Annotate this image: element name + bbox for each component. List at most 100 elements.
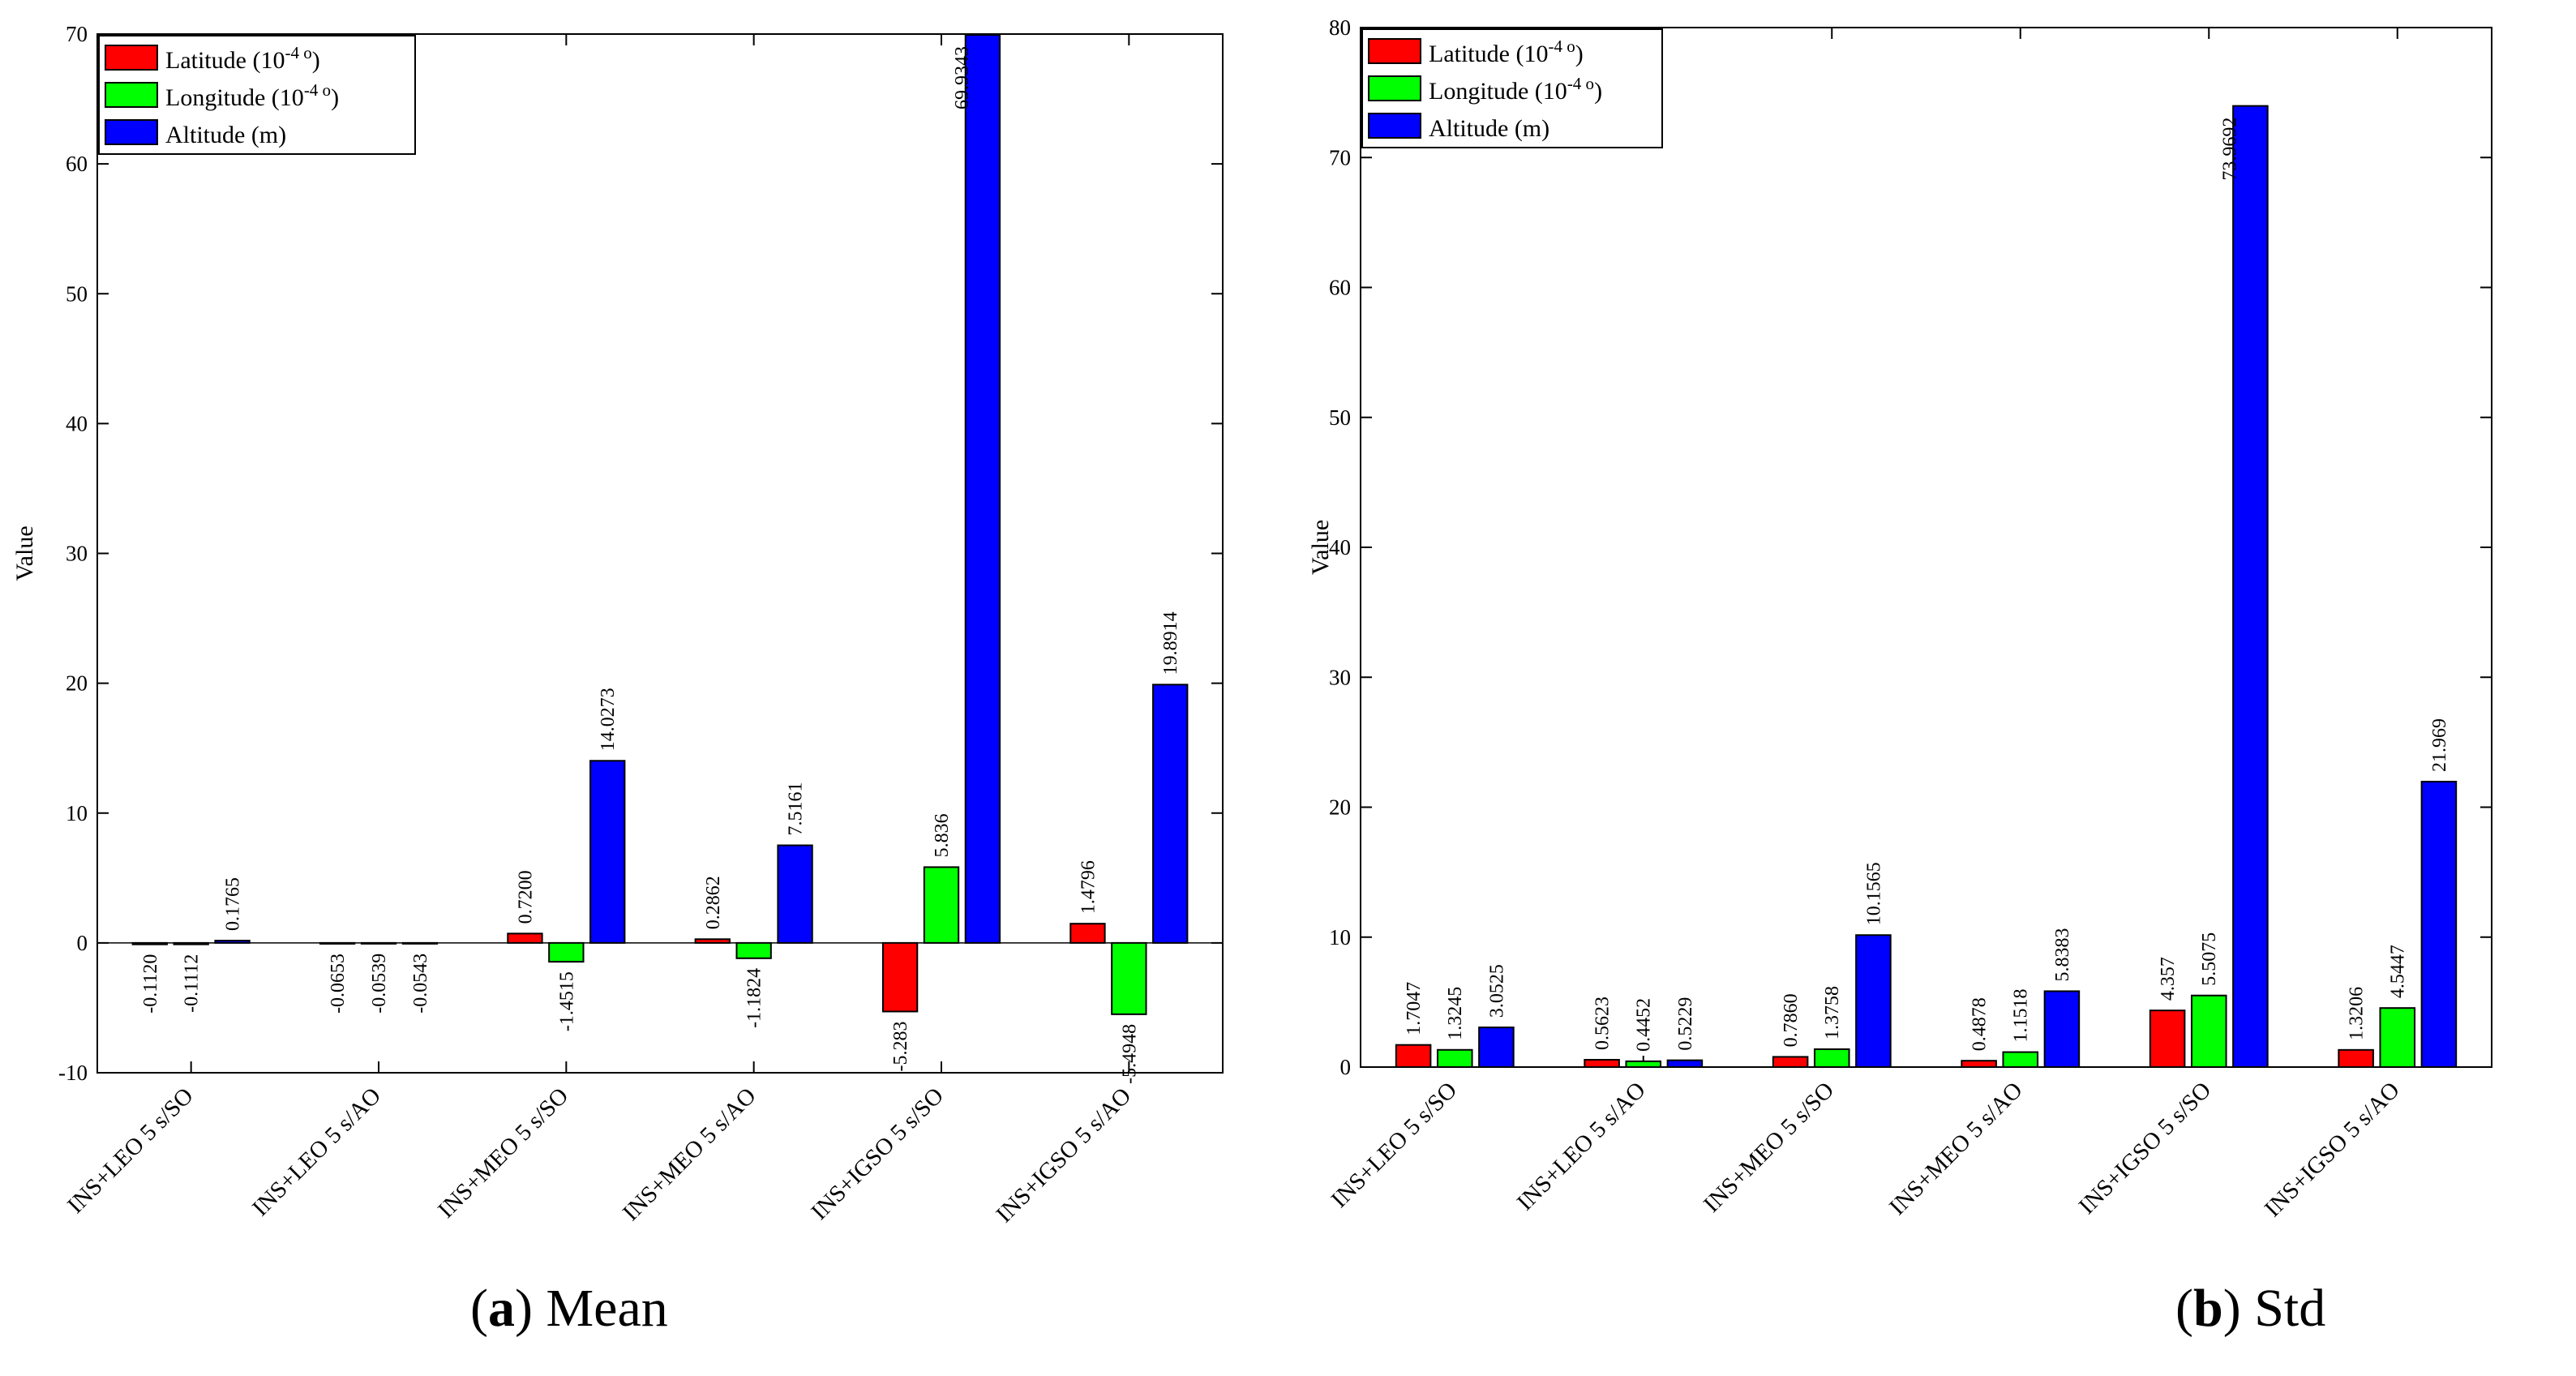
bar-longitude xyxy=(2190,994,2227,1068)
y-tick-label: 80 xyxy=(1329,15,1351,40)
bar-altitude xyxy=(777,844,813,944)
bar-longitude xyxy=(1625,1060,1662,1069)
bar-altitude xyxy=(589,760,626,944)
bar-latitude xyxy=(507,932,543,944)
value-label: 1.3758 xyxy=(1822,986,1843,1040)
value-label: -5.283 xyxy=(890,1021,911,1071)
bar-latitude xyxy=(1395,1044,1432,1068)
bar-latitude xyxy=(1961,1060,1997,1068)
x-category-label: INS+LEO 5 s/SO xyxy=(62,1082,198,1218)
bar-longitude xyxy=(1813,1048,1850,1068)
y-tick-label: 10 xyxy=(66,801,88,825)
legend-entry: Latitude (10-4 o) xyxy=(1429,36,1584,67)
y-tick-label: 60 xyxy=(66,152,88,176)
legend-entry-close: ) xyxy=(312,47,320,74)
bar-latitude xyxy=(1772,1056,1809,1068)
bar-altitude xyxy=(214,940,251,944)
caption-text: Mean xyxy=(546,1279,667,1338)
legend-entry-sup: -4 o xyxy=(1548,36,1575,56)
value-label: 5.836 xyxy=(932,813,953,857)
value-label: 5.8383 xyxy=(2052,928,2073,981)
value-label: -0.1120 xyxy=(140,954,161,1014)
y-tick-label: 40 xyxy=(66,411,88,435)
legend-entry-text: Latitude (10 xyxy=(1429,41,1548,67)
legend-entry-sup: -4 o xyxy=(285,43,311,62)
x-category-label: INS+IGSO 5 s/SO xyxy=(806,1082,948,1224)
legend-entry-text: Latitude (10 xyxy=(165,47,285,74)
legend-entry-text: Altitude (m) xyxy=(165,122,286,148)
y-tick-label: 20 xyxy=(66,671,88,696)
bar-latitude xyxy=(2338,1048,2374,1069)
legend-entry: Longitude (10-4 o) xyxy=(165,80,339,111)
legend-swatch-longitude xyxy=(105,82,158,108)
legend-entry-text: Longitude (10 xyxy=(165,84,304,111)
x-category-label: INS+LEO 5 s/SO xyxy=(1327,1077,1462,1212)
legend-swatch-latitude xyxy=(1368,38,1421,64)
bar-longitude xyxy=(923,866,960,944)
x-category-label: INS+MEO 5 s/SO xyxy=(433,1082,573,1223)
caption-paren-close: ) xyxy=(2223,1279,2254,1338)
x-category-label: INS+IGSO 5 s/SO xyxy=(2074,1077,2216,1219)
value-label: 19.8914 xyxy=(1160,611,1181,675)
value-label: 0.5623 xyxy=(1592,997,1614,1050)
value-label: -0.1112 xyxy=(182,954,203,1013)
y-tick-label: 40 xyxy=(1329,535,1351,559)
value-label: 10.1565 xyxy=(1863,862,1884,925)
bar-latitude xyxy=(319,941,356,945)
bar-altitude xyxy=(1666,1059,1704,1068)
bar-longitude xyxy=(173,941,209,945)
value-label: -0.0653 xyxy=(328,954,349,1014)
x-category-label: INS+MEO 5 s/SO xyxy=(1699,1077,1839,1217)
y-tick-label: -10 xyxy=(58,1061,88,1085)
value-label: -1.4515 xyxy=(556,971,577,1031)
value-label: 0.2862 xyxy=(703,876,724,929)
caption-text: Std xyxy=(2254,1279,2325,1338)
caption-paren-open: ( xyxy=(2175,1279,2193,1338)
value-label: 69.9343 xyxy=(952,46,973,109)
bar-latitude xyxy=(1584,1058,1620,1068)
bar-latitude xyxy=(1069,923,1106,944)
caption-paren-open: ( xyxy=(470,1279,488,1338)
bar-altitude xyxy=(2043,990,2081,1069)
y-tick-label: 50 xyxy=(1329,405,1351,430)
x-category-label: INS+MEO 5 s/AO xyxy=(618,1082,761,1226)
y-tick-label: 20 xyxy=(1329,795,1351,820)
legend-swatch-altitude xyxy=(105,119,158,145)
x-category-label: INS+MEO 5 s/AO xyxy=(1884,1077,2028,1220)
value-label: 0.7200 xyxy=(515,870,536,924)
value-label: 5.5075 xyxy=(2199,932,2220,986)
value-label: -1.1824 xyxy=(744,968,765,1028)
y-tick-label: 70 xyxy=(66,22,88,46)
y-tick-label: 0 xyxy=(1340,1055,1352,1079)
chart-std: 0 10 20 30 40 50 60 70 80 Value INS+LEO 5 s/SO 1.70… xyxy=(1307,15,2492,1338)
value-label: 1.7047 xyxy=(1404,982,1425,1035)
y-tick-label: 70 xyxy=(1329,145,1351,169)
bar-altitude xyxy=(1478,1027,1515,1069)
y-tick-label: 30 xyxy=(1329,665,1351,689)
y-axis-label: Value xyxy=(11,525,38,581)
y-tick-label: 60 xyxy=(1329,276,1351,300)
bar-latitude xyxy=(881,941,919,1013)
bar-longitude xyxy=(735,941,772,959)
legend-swatch-latitude xyxy=(105,45,158,71)
plot-area xyxy=(96,33,1224,1074)
bar-longitude xyxy=(360,941,397,945)
value-label: 1.4796 xyxy=(1078,860,1099,914)
value-label: -0.0543 xyxy=(410,954,431,1014)
panel-caption: (b) Std xyxy=(2175,1279,2325,1338)
bar-longitude xyxy=(1111,941,1147,1015)
bar-latitude xyxy=(131,941,168,945)
legend-entry-text: Longitude (10 xyxy=(1429,78,1567,105)
chart-mean: -10 0 10 20 30 40 50 60 70 Value INS+LEO 5 s/SO -0.… xyxy=(11,22,1224,1338)
legend-entry-close: ) xyxy=(1575,41,1584,67)
bar-longitude xyxy=(548,941,585,963)
y-tick-label: 10 xyxy=(1329,925,1351,949)
x-category-label: INS+LEO 5 s/AO xyxy=(247,1082,386,1221)
bar-altitude xyxy=(1152,684,1189,944)
legend-entry-sup: -4 o xyxy=(1567,74,1594,93)
bar-altitude xyxy=(2420,780,2458,1068)
value-label: 21.969 xyxy=(2429,718,2450,772)
value-label: 1.3206 xyxy=(2347,987,2368,1040)
bar-altitude xyxy=(401,941,439,945)
caption-tag: b xyxy=(2193,1279,2223,1338)
